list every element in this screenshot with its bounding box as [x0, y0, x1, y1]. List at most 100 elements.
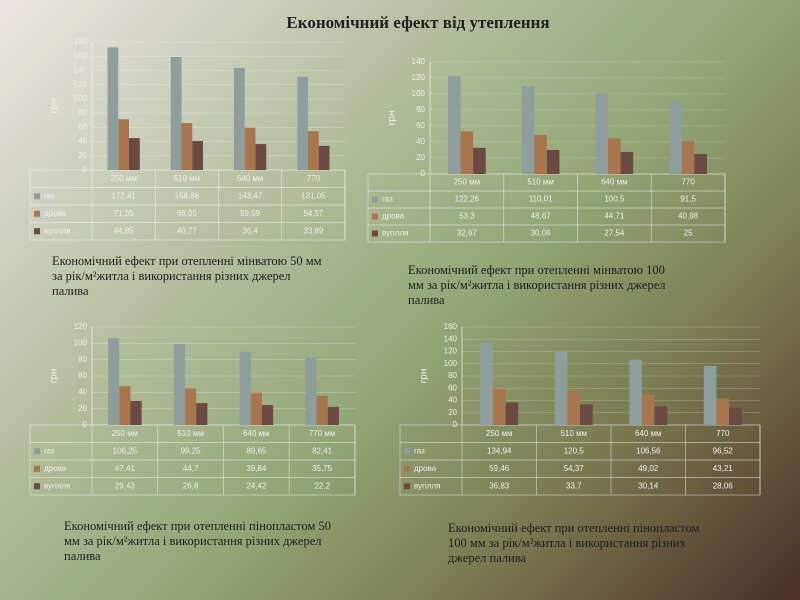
legend-swatch [34, 228, 40, 235]
y-tick-label: 40 [416, 137, 425, 146]
legend-label: вугілля [44, 226, 70, 235]
bar [448, 76, 461, 174]
bar [595, 93, 609, 174]
data-label: 27,54 [604, 229, 625, 238]
data-label: 89,65 [246, 446, 267, 455]
legend-label: вугілля [414, 481, 440, 490]
x-tick-label: 640 мм [237, 174, 264, 183]
data-label: 158,88 [175, 191, 200, 200]
bar [173, 343, 186, 425]
data-label: 106,56 [636, 446, 661, 455]
bar [107, 47, 119, 170]
slide-title: Економічний ефект від утеплення [286, 13, 549, 32]
bar [108, 338, 120, 425]
x-tick-label: 770 [681, 178, 695, 187]
bar [694, 154, 707, 174]
data-label: 59,46 [489, 464, 510, 473]
y-tick-label: 80 [78, 108, 87, 117]
y-axis-label: грн [419, 369, 430, 384]
caption: Економічний ефект при отепленні піноплас… [448, 521, 700, 565]
data-label: 96,52 [713, 446, 734, 455]
data-label: 54,57 [303, 209, 324, 218]
data-label: 39,84 [246, 464, 267, 473]
x-tick-label: 250 мм [112, 429, 139, 438]
bar [480, 342, 493, 425]
legend-label: дрова [44, 464, 67, 473]
y-axis-label: грн [387, 111, 398, 126]
y-tick-label: 120 [74, 80, 88, 89]
x-tick-label: 770 мм [309, 429, 336, 438]
legend-label: дрова [44, 209, 67, 218]
bar [703, 365, 717, 425]
y-tick-label: 120 [444, 347, 458, 356]
data-label: 33,89 [303, 226, 324, 235]
bar [261, 405, 274, 425]
x-tick-label: 510 мм [527, 178, 554, 187]
legend-swatch [372, 230, 378, 237]
legend-swatch [372, 196, 378, 203]
bar [181, 123, 193, 170]
caption: Економічний ефект при отепленні мінватою… [52, 254, 322, 298]
x-tick-label: 510 мм [177, 429, 204, 438]
bar [716, 398, 730, 425]
data-label: 36,4 [242, 226, 258, 235]
bar [307, 131, 319, 170]
y-tick-label: 0 [83, 165, 88, 174]
data-label: 24,42 [246, 481, 267, 490]
legend-swatch [34, 483, 40, 490]
y-tick-label: 40 [78, 387, 87, 396]
data-label: 44,71 [604, 212, 625, 221]
y-tick-label: 40 [78, 137, 87, 146]
x-tick-label: 770 [716, 429, 730, 438]
legend-label: дрова [382, 212, 405, 221]
bar [196, 403, 208, 425]
bar [521, 85, 535, 174]
data-label: 30,14 [638, 481, 659, 490]
bar [554, 351, 568, 425]
legend-swatch [34, 465, 40, 472]
data-label: 122,26 [455, 195, 480, 204]
y-tick-label: 80 [448, 371, 457, 380]
y-tick-label: 60 [78, 122, 87, 131]
y-tick-label: 120 [74, 322, 88, 331]
y-tick-label: 100 [74, 94, 88, 103]
bar [505, 402, 519, 425]
data-label: 82,41 [312, 446, 333, 455]
y-tick-label: 60 [78, 371, 87, 380]
data-label: 49,02 [638, 464, 659, 473]
data-label: 29,43 [115, 481, 136, 490]
x-tick-label: 640 мм [243, 429, 270, 438]
x-tick-label: 250 мм [486, 429, 513, 438]
bar [580, 404, 593, 425]
bar [629, 359, 642, 425]
data-label: 26,8 [183, 481, 199, 490]
y-tick-label: 160 [74, 51, 88, 60]
x-tick-label: 250 мм [454, 178, 481, 187]
data-label: 110,01 [529, 195, 553, 204]
legend-swatch [34, 210, 40, 217]
x-tick-label: 250 мм [110, 174, 137, 183]
data-label: 33,7 [566, 481, 582, 490]
legend-label: газ [44, 191, 55, 200]
legend-swatch [404, 465, 410, 472]
data-label: 53,3 [459, 212, 475, 221]
y-tick-label: 20 [78, 404, 87, 413]
y-tick-label: 20 [448, 408, 457, 417]
legend-label: вугілля [44, 481, 70, 490]
data-label: 44,7 [183, 464, 199, 473]
bar [129, 138, 140, 170]
y-tick-label: 20 [78, 151, 87, 160]
bar [119, 386, 131, 425]
legend-swatch [404, 448, 410, 455]
bar [327, 406, 339, 425]
bar [681, 141, 695, 174]
data-label: 48,67 [531, 212, 552, 221]
bar [620, 151, 634, 174]
data-label: 106,25 [113, 446, 138, 455]
y-tick-label: 100 [74, 338, 88, 347]
y-axis-label: грн [49, 99, 60, 114]
legend-label: дрова [414, 464, 437, 473]
bar [118, 119, 130, 170]
